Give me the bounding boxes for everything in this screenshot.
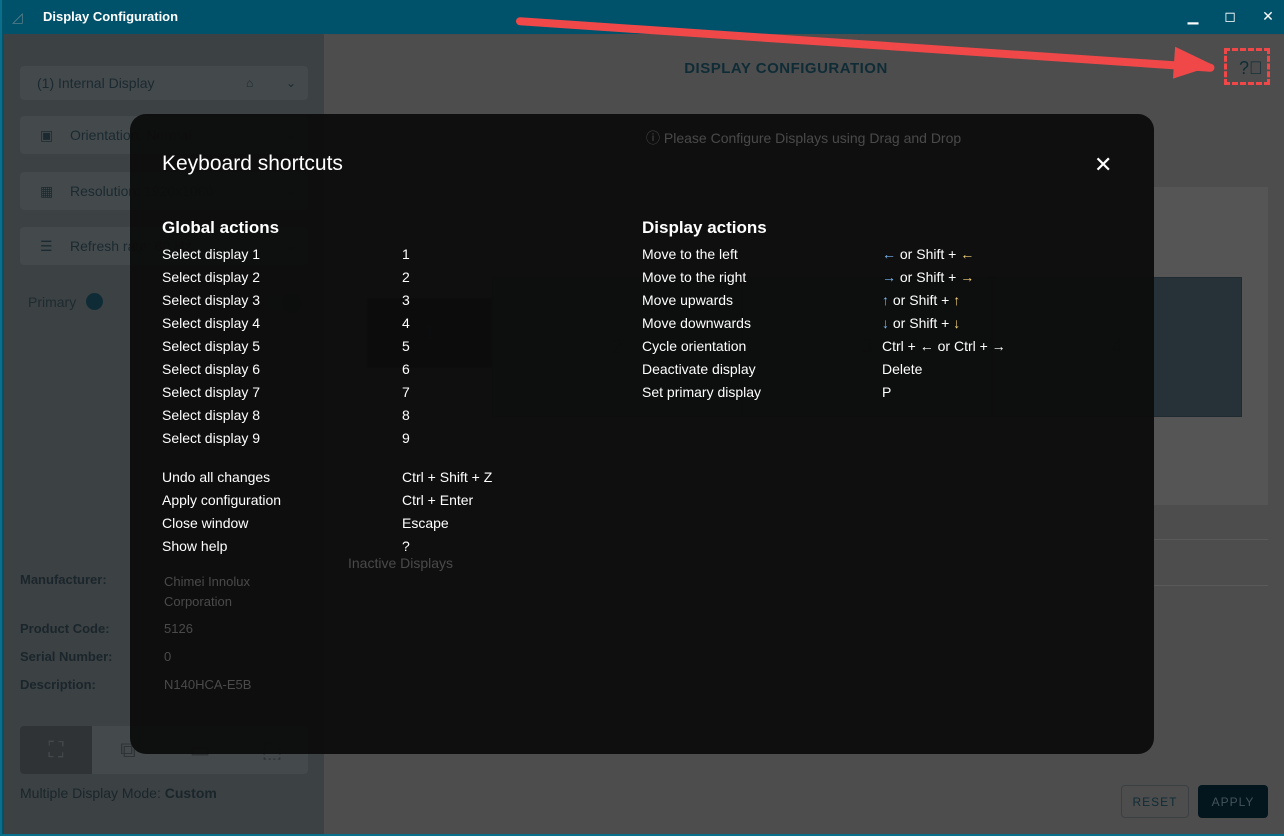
shortcut-row: Move to the right → or Shift + → [642,269,1062,292]
shortcut-key: ↑ or Shift + ↑ [882,292,961,308]
shortcut-action: Move downwards [642,315,751,331]
shortcut-key: P [882,384,892,400]
shortcut-action: Apply configuration [162,492,282,508]
shortcut-row: Select display 1 1 [162,246,582,269]
refresh-rate-icon: ☰ [40,237,53,254]
minimize-icon[interactable]: ▁ [1187,8,1199,24]
dialog-title: Keyboard shortcuts [162,152,343,175]
check-icon [86,293,103,310]
primary-label: Primary [28,294,77,310]
shortcut-action: Select display 3 [162,292,261,308]
app-logo-icon: ◿ [12,9,23,25]
shortcut-action: Move upwards [642,292,734,308]
shortcut-row: Undo all changes Ctrl + Shift + Z [162,469,582,492]
shortcut-key: Ctrl + Shift + Z [402,469,493,485]
shortcut-key: 5 [402,338,410,354]
shortcut-key: 7 [402,384,410,400]
shortcut-action: Select display 4 [162,315,261,331]
description-label: Description: [20,677,96,692]
shortcut-key: 8 [402,407,410,423]
shortcut-action: Undo all changes [162,469,271,485]
shortcut-row: Set primary display P [642,384,1062,407]
shortcut-key: 9 [402,430,410,446]
shortcut-action: Move to the left [642,246,738,262]
page-title: DISPLAY CONFIGURATION [684,60,888,77]
keyboard-shortcuts-dialog: Keyboard shortcuts ✕ Global actions Sele… [130,114,1154,754]
shortcut-key: 6 [402,361,410,377]
shortcut-row: Select display 8 8 [162,407,582,430]
resolution-icon: ▦ [40,182,54,199]
display-actions-title: Display actions [642,218,767,237]
shortcut-row: Select display 4 4 [162,315,582,338]
shortcut-key: ← or Shift + ← [882,246,975,262]
title-bar: ◿ Display Configuration ▁ ◻ ✕ [2,0,1284,34]
help-icon[interactable]: ?⃝ [1239,58,1263,78]
maximize-icon[interactable]: ◻ [1224,8,1236,24]
shortcut-key: 3 [402,292,410,308]
close-dialog-icon[interactable]: ✕ [1094,152,1113,177]
shortcut-row: Select display 2 2 [162,269,582,292]
shortcut-row: Select display 3 3 [162,292,582,315]
product-code-label: Product Code: [20,621,110,636]
home-icon: ⌂ [246,76,254,90]
shortcut-key: Ctrl + ← or Ctrl + → [882,338,1006,354]
shortcut-row: Move upwards ↑ or Shift + ↑ [642,292,1062,315]
mode-label: Multiple Display Mode: Custom [20,785,217,801]
manufacturer-label: Manufacturer: [20,572,107,587]
chevron-down-icon: ⌄ [285,76,296,90]
shortcut-row: Show help? [162,538,582,561]
shortcut-action: Select display 5 [162,338,261,354]
shortcut-action: Select display 7 [162,384,261,400]
shortcut-action: Cycle orientation [642,338,747,354]
display-select-value: (1) Internal Display [37,75,155,91]
shortcut-key: Ctrl + Enter [402,492,474,508]
shortcut-key: Escape [402,515,449,531]
orientation-icon: ▣ [40,126,54,143]
shortcut-row: Close window Escape [162,515,582,538]
shortcut-key: 4 [402,315,410,331]
shortcut-action: Set primary display [642,384,762,400]
shortcut-action: Select display 9 [162,430,261,446]
shortcut-action: Select display 8 [162,407,261,423]
shortcut-action: Select display 2 [162,269,261,285]
shortcut-action: Deactivate display [642,361,756,377]
shortcut-row: Select display 6 6 [162,361,582,384]
annotation-highlight-box [1224,48,1270,85]
shortcut-row: Move to the left ← or Shift + ← [642,246,1062,269]
shortcut-row: Cycle orientation Ctrl + ← or Ctrl + → [642,338,1062,361]
shortcut-action: Close window [162,515,249,531]
global-actions-title: Global actions [162,218,280,237]
mode-value: Custom [164,785,217,801]
shortcut-key: ↓ or Shift + ↓ [882,315,961,331]
shortcut-key: Delete [882,361,923,377]
shortcut-row: Select display 9 9 [162,430,582,453]
close-icon[interactable]: ✕ [1262,8,1274,24]
shortcut-row: Select display 7 7 [162,384,582,407]
shortcut-row: Deactivate display Delete [642,361,1062,384]
shortcut-action: Select display 1 [162,246,261,262]
display-actions: Display actions Move to the left ← or Shi… [642,218,1062,407]
reset-button[interactable]: RESET [1121,785,1189,818]
display-select[interactable]: (1) Internal Display ⌂ ⌄ [20,66,308,100]
shortcut-key: 1 [402,246,410,262]
shortcut-key: ? [402,538,410,554]
annotation-arrowhead [1172,46,1216,82]
shortcut-action: Show help [162,538,228,554]
shortcut-row: Apply configuration Ctrl + Enter [162,492,582,515]
window-title: Display Configuration [43,9,179,24]
global-actions: Global actions Select display 1 1 Select d… [162,218,582,561]
shortcut-row: Select display 5 5 [162,338,582,361]
shortcut-action: Move to the right [642,269,747,285]
shortcut-key: 2 [402,269,410,285]
mode-extend-icon[interactable]: ⛶ [20,726,92,774]
serial-number-label: Serial Number: [20,649,113,664]
shortcut-action: Select display 6 [162,361,261,377]
shortcut-key: → or Shift + → [882,269,975,285]
apply-button[interactable]: APPLY [1198,785,1268,818]
shortcut-row: Move downwards ↓ or Shift + ↓ [642,315,1062,338]
